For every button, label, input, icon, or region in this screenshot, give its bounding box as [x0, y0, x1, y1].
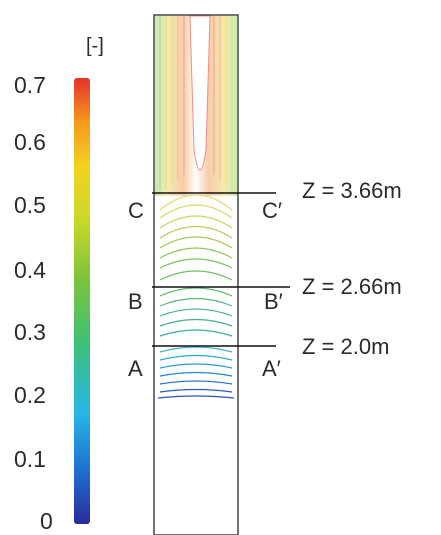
colorbar-tick: 0.7: [14, 72, 46, 98]
colorbar-tick: 0.5: [14, 192, 46, 218]
section-height-c: Z = 3.66m: [302, 178, 402, 203]
colorbar-tick: 0.2: [14, 382, 46, 408]
contour-domain: [153, 14, 239, 535]
colorbar: [74, 78, 90, 524]
section-label-b-prime: B′: [264, 289, 283, 314]
colorbar-tick: 0.3: [14, 319, 46, 345]
section-height-b: Z = 2.66m: [302, 274, 402, 299]
section-label-c: C: [128, 198, 144, 223]
section-label-a-prime: A′: [262, 356, 281, 381]
section-height-a: Z = 2.0m: [302, 334, 390, 359]
colorbar-tick: 0: [40, 508, 53, 534]
colorbar-unit: [-]: [86, 35, 104, 57]
section-label-b: B: [128, 289, 143, 314]
colorbar-tick: 0.1: [14, 446, 46, 472]
section-label-c-prime: C′: [262, 198, 283, 223]
colorbar-tick: 0.4: [14, 257, 46, 283]
colorbar-tick: 0.6: [14, 129, 46, 155]
section-label-a: A: [128, 356, 143, 381]
